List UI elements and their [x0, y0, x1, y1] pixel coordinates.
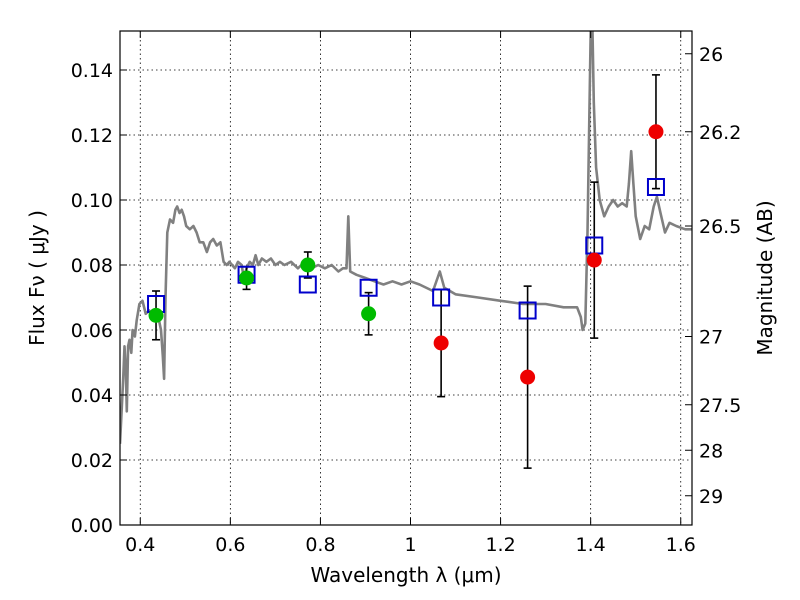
y2-tick-label-0: 26: [699, 44, 723, 66]
model-square-4: [432, 288, 451, 307]
y-tick-label-1: 0.02: [71, 450, 113, 472]
x-tick-label-2: 0.8: [305, 534, 335, 556]
errorbar-layer: [152, 74, 660, 469]
point-green-3: [361, 306, 377, 322]
model-square-7: [646, 178, 665, 196]
point-red-2: [586, 252, 602, 268]
point-green-0: [148, 307, 164, 323]
y2-tick-label-5: 28: [699, 440, 723, 462]
tick-layer: 0.4 0.6 0.8 1 1.2 1.4 1.6 0.00 0.02 0.04 0.06 0.08 0…: [71, 31, 741, 556]
x-tick-label-6: 1.6: [666, 534, 696, 556]
model-square-5: [518, 301, 537, 320]
x-tick-label-1: 0.6: [215, 534, 245, 556]
y-tick-label-7: 0.14: [71, 60, 113, 82]
point-red-1: [520, 369, 536, 385]
y2-tick-label-2: 26.5: [699, 216, 741, 238]
y-tick-label-3: 0.06: [71, 320, 113, 342]
model-square-2: [298, 275, 317, 294]
point-red-0: [433, 335, 449, 351]
y2-axis-label: Magnitude (AB): [753, 200, 777, 355]
y2-tick-label-6: 29: [699, 486, 723, 508]
y-tick-label-0: 0.00: [71, 515, 113, 537]
y2-tick-label-1: 26.2: [699, 122, 741, 144]
grid-lines: [120, 31, 692, 526]
point-green-2: [300, 257, 316, 273]
plot-frame: [119, 30, 693, 526]
x-axis-label: Wavelength λ (μm): [310, 563, 501, 587]
spectrum-layer: [120, 31, 692, 444]
point-red-3: [648, 124, 664, 140]
model-square-3: [359, 278, 378, 297]
y2-tick-label-3: 27: [699, 327, 723, 349]
spectrum-line: [120, 31, 692, 444]
x-tick-label-4: 1.2: [485, 534, 515, 556]
y-tick-label-5: 0.10: [71, 190, 113, 212]
x-tick-label-0: 0.4: [125, 534, 155, 556]
x-tick-label-5: 1.4: [576, 534, 606, 556]
y-tick-label-2: 0.04: [71, 385, 113, 407]
point-green-1: [239, 270, 255, 286]
y-axis-label: Flux Fν ( μJy ): [25, 210, 49, 346]
y2-tick-label-4: 27.5: [699, 395, 741, 417]
y-tick-label-4: 0.08: [71, 255, 113, 277]
x-tick-label-3: 1: [404, 534, 416, 556]
marker-layer: [147, 124, 665, 385]
y-tick-label-6: 0.12: [71, 125, 113, 147]
